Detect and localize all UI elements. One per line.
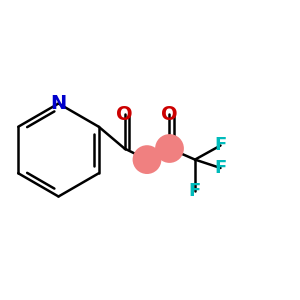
- Text: N: N: [50, 94, 67, 113]
- Circle shape: [155, 134, 184, 163]
- Text: O: O: [116, 104, 133, 124]
- Text: F: F: [214, 159, 226, 177]
- Circle shape: [133, 145, 161, 174]
- Text: F: F: [189, 182, 201, 200]
- Text: F: F: [214, 136, 226, 154]
- Text: O: O: [161, 104, 178, 124]
